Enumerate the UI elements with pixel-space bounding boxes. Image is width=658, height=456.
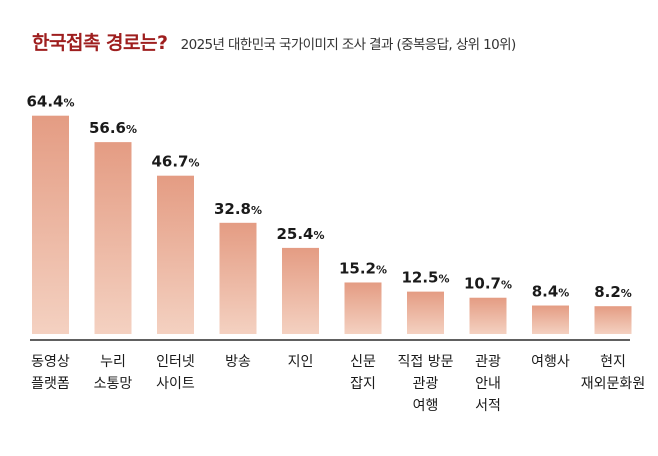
bar-10 bbox=[594, 306, 632, 334]
bar-3 bbox=[157, 175, 194, 334]
category-label-9-line-1: 여행사 bbox=[531, 354, 570, 370]
bar-1 bbox=[32, 115, 69, 335]
bar-4 bbox=[219, 222, 257, 334]
bar-9 bbox=[532, 305, 569, 334]
category-label-6-line-1: 신문 bbox=[350, 354, 376, 370]
value-label-6: 15.2% bbox=[339, 259, 387, 277]
value-label-5: 25.4% bbox=[276, 225, 324, 243]
value-label-10: 8.2% bbox=[594, 283, 632, 301]
category-label-1-line-2: 플랫폼 bbox=[31, 376, 70, 392]
bar-7 bbox=[407, 291, 444, 334]
category-label-4-line-1: 방송 bbox=[225, 354, 251, 370]
category-label-5-line-1: 지인 bbox=[288, 354, 314, 370]
value-label-3: 46.7% bbox=[151, 153, 199, 171]
value-label-8: 10.7% bbox=[464, 275, 512, 293]
category-label-10-line-1: 현지 bbox=[600, 354, 626, 370]
value-label-9: 8.4% bbox=[532, 283, 570, 301]
value-label-2: 56.6% bbox=[89, 119, 137, 137]
chart-subtitle: 2025년 대한민국 국가이미지 조사 결과 (중복응답, 상위 10위) bbox=[180, 37, 517, 53]
chart-header: 한국접촉 경로는? 2025년 대한민국 국가이미지 조사 결과 (중복응답, … bbox=[32, 28, 516, 54]
category-label-8-line-1: 관광 bbox=[475, 354, 501, 370]
category-label-1-line-1: 동영상 bbox=[31, 354, 70, 370]
bar-2 bbox=[94, 142, 132, 334]
category-label-2-line-2: 소통망 bbox=[94, 376, 133, 392]
category-label-6-line-2: 잡지 bbox=[350, 376, 376, 392]
bar-6 bbox=[344, 282, 382, 334]
bar-5 bbox=[282, 247, 319, 334]
chart-title: 한국접촉 경로는? bbox=[32, 32, 168, 54]
value-label-4: 32.8% bbox=[214, 200, 262, 218]
category-label-10-line-2: 재외문화원 bbox=[581, 376, 645, 392]
category-label-7-line-2: 관광 bbox=[413, 376, 439, 392]
category-label-8-line-3: 서적 bbox=[475, 398, 501, 414]
value-label-7: 12.5% bbox=[401, 269, 449, 287]
category-label-8-line-2: 안내 bbox=[475, 376, 501, 392]
category-label-7-line-1: 직접 방문 bbox=[398, 354, 454, 370]
bar-8 bbox=[469, 297, 507, 334]
value-label-1: 64.4% bbox=[26, 93, 74, 111]
category-label-7-line-3: 여행 bbox=[413, 398, 439, 414]
category-label-3-line-2: 사이트 bbox=[156, 376, 195, 392]
category-label-2-line-1: 누리 bbox=[100, 354, 126, 370]
bars-group: 64.4% 56.6% 46.7% 32.8% 25.4% 15.2% 12.5% 10.7%… bbox=[26, 93, 632, 335]
category-label-3-line-1: 인터넷 bbox=[156, 354, 195, 370]
